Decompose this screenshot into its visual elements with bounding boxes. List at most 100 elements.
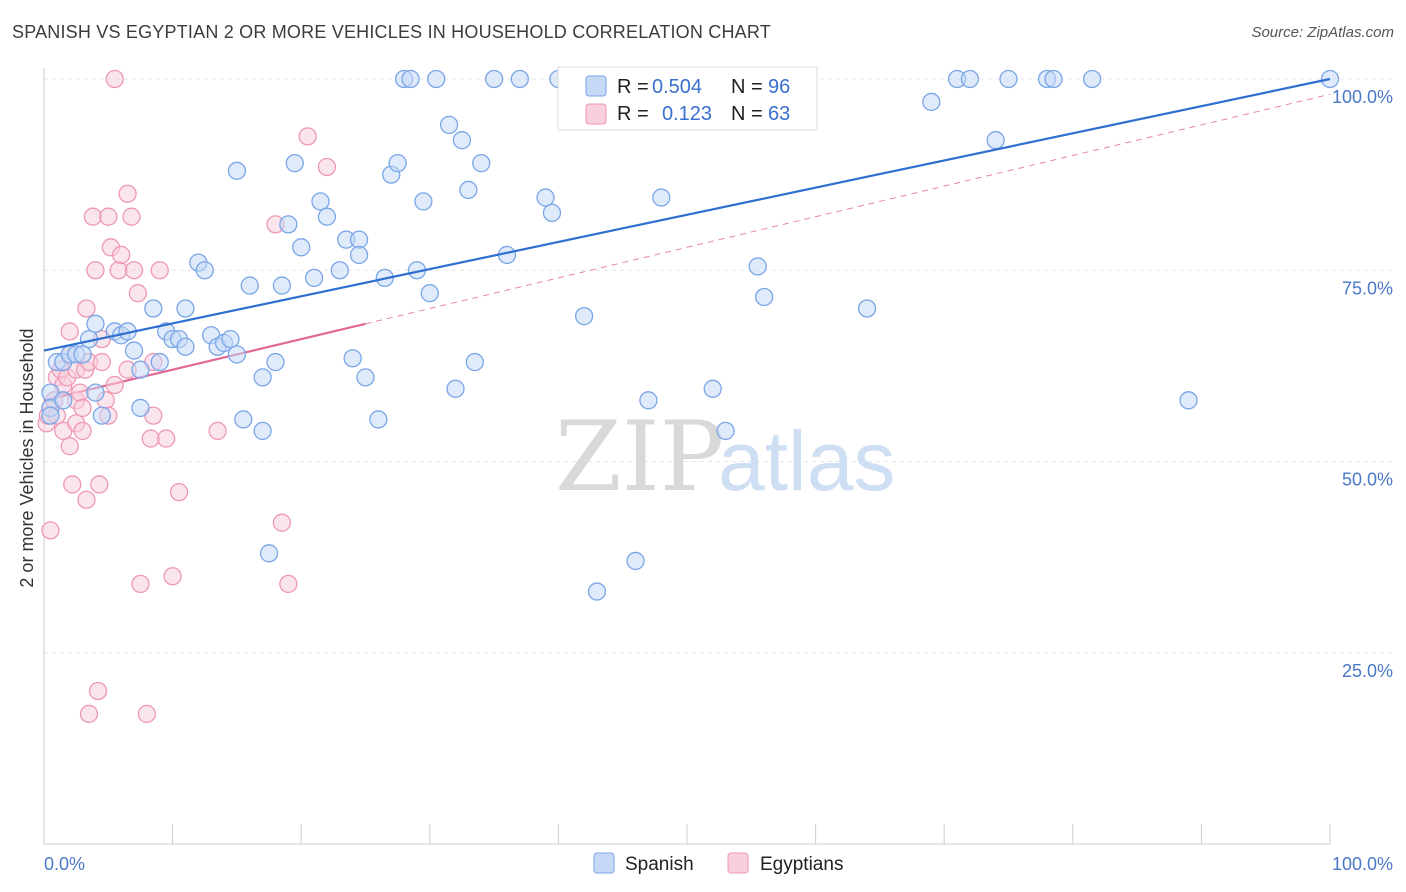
spanish-point-40 [272, 276, 292, 295]
spanish-point-60 [414, 192, 433, 211]
spanish-point-37 [253, 368, 272, 387]
spanish-point-19 [144, 299, 163, 318]
spanish-point-35 [240, 276, 259, 295]
x-tick-label-1: 100.0% [1332, 854, 1393, 874]
spanish-point-38 [259, 544, 279, 563]
egyptians-point-14 [63, 475, 82, 494]
spanish-point-93 [999, 69, 1018, 89]
egyptians-point-29 [90, 475, 109, 494]
series-legend: Spanish Egyptians [593, 852, 843, 875]
y-tick-label-2: 75.0% [1342, 278, 1393, 298]
spanish-point-41 [279, 215, 298, 234]
y-tick-labels: 25.0% 50.0% 75.0% 100.0% [1332, 87, 1393, 681]
source-label: Source: ZipAtlas.com [1251, 24, 1394, 41]
spanish-point-95 [1044, 69, 1063, 89]
y-axis-label: 2 or more Vehicles in Household [17, 328, 37, 587]
y-tick-label-0: 25.0% [1342, 661, 1393, 681]
legend-n-spanish: 96 [768, 76, 790, 98]
spanish-point-12 [92, 406, 112, 425]
legend-swatch-spanish [585, 75, 607, 97]
spanish-point-61 [420, 284, 439, 303]
legend-n-egyptians: 63 [768, 103, 790, 125]
spanish-point-71 [510, 69, 529, 89]
egyptians-point-51 [157, 429, 176, 448]
spanish-point-79 [652, 188, 671, 207]
egyptians-point-19 [73, 421, 92, 441]
egyptians-point-34 [99, 207, 118, 226]
x-tick-labels: 0.0% 100.0% [44, 854, 1393, 874]
spanish-point-68 [472, 153, 491, 173]
spanish-point-96 [1082, 69, 1102, 89]
legend-r-egyptians: 0.123 [662, 103, 712, 125]
spanish-point-56 [388, 153, 407, 173]
egyptians-point-39 [112, 245, 131, 265]
watermark-atlas: atlas [718, 414, 895, 508]
axes [43, 68, 1331, 845]
spanish-point-42 [285, 153, 304, 173]
spanish-points [41, 69, 1340, 601]
spanish-point-31 [221, 329, 240, 349]
spanish-point-25 [176, 337, 195, 356]
spanish-point-2 [41, 406, 60, 425]
spanish-trend [43, 77, 1331, 352]
spanish-point-32 [227, 345, 247, 364]
spanish-point-10 [86, 314, 105, 333]
spanish-point-97 [1179, 391, 1198, 410]
egyptians-point-27 [86, 261, 105, 280]
legend-r-label-spanish: R = [617, 76, 649, 98]
x-tick-label-0: 0.0% [44, 854, 85, 874]
spanish-point-20 [150, 352, 169, 372]
bottom-legend-egyptians: Egyptians [760, 854, 843, 875]
spanish-point-58 [401, 69, 420, 89]
egyptians-point-2 [41, 521, 60, 540]
egyptians-point-18 [70, 383, 90, 402]
spanish-point-18 [131, 398, 150, 418]
egyptians-point-52 [163, 567, 182, 586]
spanish-point-82 [703, 379, 722, 398]
spanish-point-63 [439, 115, 459, 135]
spanish-point-34 [234, 410, 253, 429]
spanish-point-47 [330, 261, 349, 280]
spanish-point-51 [349, 245, 369, 265]
egyptians-point-58 [298, 127, 317, 146]
spanish-point-5 [54, 391, 73, 410]
egyptians-point-20 [73, 398, 92, 418]
egyptians-point-26 [83, 207, 103, 226]
spanish-trend-line [43, 77, 1331, 352]
spanish-point-75 [574, 306, 594, 326]
egyptians-point-25 [79, 704, 99, 724]
spanish-point-16 [124, 341, 144, 360]
spanish-point-73 [542, 203, 562, 223]
egyptians-trend-extension [365, 93, 1331, 325]
bottom-legend-spanish: Spanish [625, 854, 694, 875]
spanish-point-39 [266, 352, 285, 372]
spanish-point-85 [748, 257, 767, 276]
spanish-point-27 [195, 261, 214, 280]
spanish-point-8 [73, 345, 92, 364]
spanish-point-72 [536, 188, 555, 207]
egyptians-point-46 [137, 704, 157, 724]
egyptians-point-30 [92, 352, 112, 372]
egyptians-point-54 [208, 421, 227, 441]
spanish-point-52 [356, 368, 375, 387]
spanish-point-24 [176, 299, 195, 318]
egyptians-point-44 [128, 284, 148, 303]
egyptians-point-11 [60, 437, 79, 456]
spanish-point-76 [587, 582, 607, 601]
egyptians-point-40 [118, 184, 137, 203]
watermark-zip: ZIP [555, 401, 724, 513]
egyptians-point-56 [272, 513, 292, 532]
spanish-point-45 [311, 192, 330, 211]
spanish-point-89 [922, 92, 941, 112]
spanish-point-46 [317, 207, 337, 226]
spanish-point-62 [427, 69, 446, 89]
egyptians-point-23 [77, 490, 96, 509]
spanish-point-36 [253, 421, 272, 441]
egyptians-point-43 [124, 261, 144, 280]
egyptians-point-37 [105, 69, 124, 89]
egyptians-point-47 [141, 429, 160, 448]
egyptians-point-22 [77, 299, 96, 318]
egyptians-point-59 [317, 157, 337, 177]
spanish-point-83 [716, 421, 735, 441]
spanish-point-49 [343, 349, 362, 368]
